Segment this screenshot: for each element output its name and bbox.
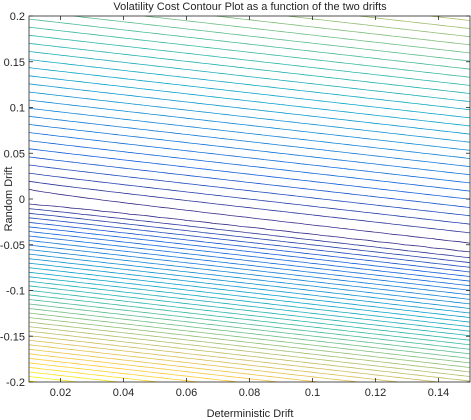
contour-line [29, 115, 470, 296]
contour-line [29, 75, 470, 318]
y-axis-label: Random Drift [3, 167, 15, 232]
x-tick-label: 0.02 [50, 387, 71, 399]
contour-line [29, 26, 470, 346]
contour-line [29, 16, 470, 368]
x-tick-label: 0.14 [428, 387, 449, 399]
contour-line [29, 362, 199, 382]
chart-title: Volatility Cost Contour Plot as a functi… [113, 1, 387, 13]
contour-line [29, 140, 470, 282]
contour-line [29, 189, 470, 253]
y-axis: -0.2 -0.15 -0.1 -0.05 0 0.05 0.1 0.15 0.2 [0, 11, 470, 389]
contour-line [29, 348, 319, 382]
contour-line [29, 59, 470, 327]
contour-line [29, 164, 470, 268]
contour-line [29, 353, 279, 382]
contour-line [29, 67, 470, 323]
contour-line [29, 91, 470, 309]
contour-line [29, 16, 470, 373]
contour-line [29, 371, 118, 382]
contour-line [29, 18, 470, 350]
contour-line [29, 367, 158, 382]
contour-lines [29, 16, 470, 382]
x-tick-label: 0.12 [365, 387, 386, 399]
contour-line [29, 132, 470, 287]
contour-line [29, 83, 470, 314]
y-tick-label: 0.1 [10, 103, 25, 115]
contour-line [29, 335, 439, 382]
x-axis: 0.02 0.04 0.06 0.08 0.1 0.12 0.14 [50, 16, 449, 399]
contour-line [29, 16, 470, 364]
y-tick-label: -0.05 [0, 240, 25, 252]
contour-line [29, 330, 470, 382]
y-tick-label: -0.15 [0, 331, 25, 343]
contour-line [29, 16, 470, 377]
contour-line [29, 107, 470, 300]
contour-line [29, 172, 470, 264]
contour-line [29, 51, 470, 332]
x-tick-label: 0.08 [239, 387, 260, 399]
contour-line [29, 43, 470, 337]
contour-line [29, 180, 470, 259]
contour-line [29, 124, 470, 291]
y-tick-label: 0.15 [4, 57, 25, 69]
x-tick-label: 0.06 [176, 387, 197, 399]
contour-line [29, 339, 399, 382]
y-tick-label: 0 [19, 194, 25, 206]
y-tick-label: -0.2 [6, 377, 25, 389]
contour-line [29, 16, 470, 359]
y-tick-label: 0.2 [10, 11, 25, 23]
y-tick-label: -0.1 [6, 286, 25, 298]
x-tick-label: 0.1 [305, 387, 320, 399]
contour-line [29, 344, 359, 382]
contour-line [29, 16, 470, 355]
x-tick-label: 0.04 [113, 387, 134, 399]
contour-line [29, 148, 470, 277]
y-tick-label: 0.05 [4, 148, 25, 160]
contour-line [29, 34, 470, 341]
contour-line [29, 99, 470, 305]
x-axis-label: Deterministic Drift [207, 408, 294, 420]
contour-line [29, 156, 470, 273]
